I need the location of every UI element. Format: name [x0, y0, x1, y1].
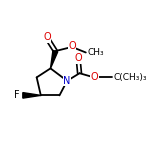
- Text: N: N: [63, 76, 71, 86]
- Text: CH₃: CH₃: [87, 48, 104, 57]
- Polygon shape: [23, 93, 41, 98]
- Polygon shape: [50, 50, 58, 68]
- Text: C(CH₃)₃: C(CH₃)₃: [113, 73, 147, 82]
- Text: O: O: [74, 53, 82, 63]
- Text: F: F: [14, 90, 19, 100]
- Text: O: O: [43, 32, 51, 42]
- Text: O: O: [91, 72, 99, 82]
- Text: O: O: [68, 41, 76, 51]
